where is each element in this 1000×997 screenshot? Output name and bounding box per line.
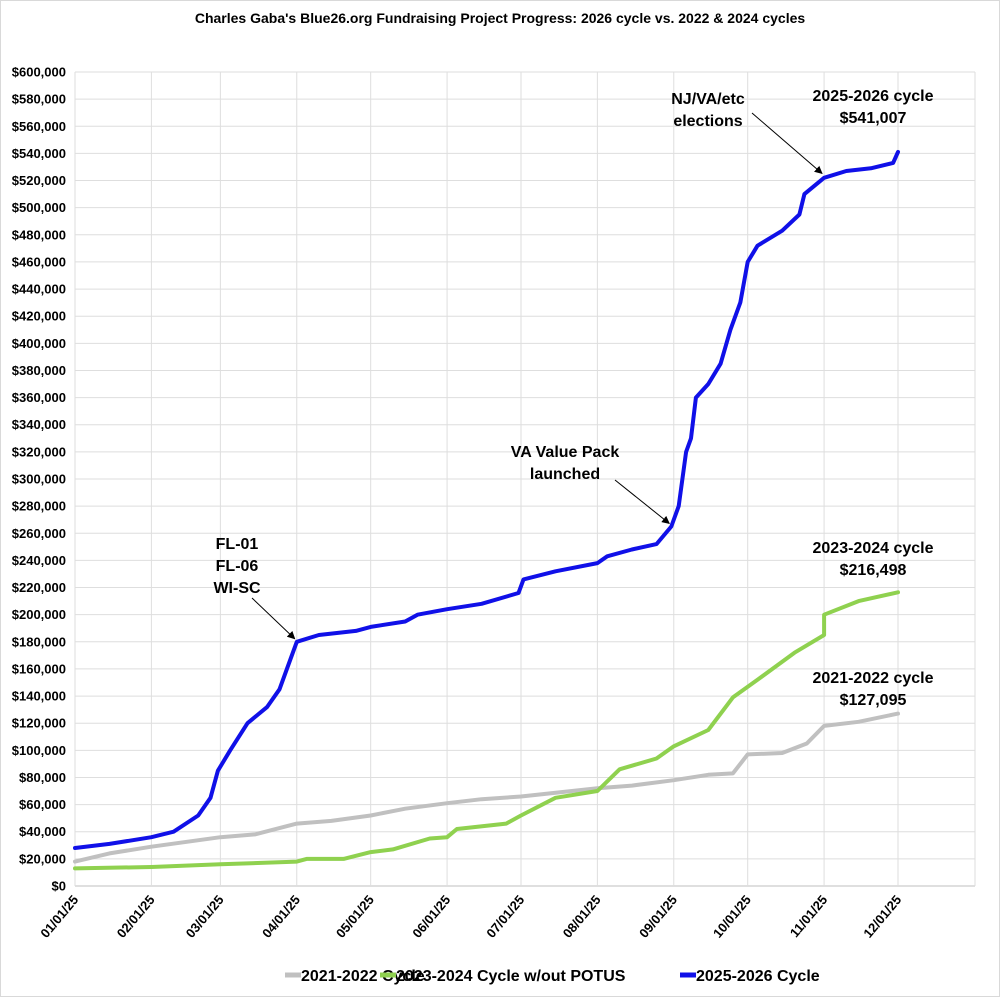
annotation-text: $127,095 (840, 692, 907, 709)
annotation-text: FL-01 (216, 536, 259, 553)
y-tick-label: $160,000 (12, 661, 66, 676)
arrow-icon (751, 112, 823, 174)
y-tick-label: $420,000 (12, 309, 66, 324)
annotation-text: 2021-2022 cycle (813, 670, 934, 687)
y-tick-label: $340,000 (12, 417, 66, 432)
y-tick-label: $0 (52, 879, 66, 894)
y-tick-label: $60,000 (19, 797, 66, 812)
series-line-3 (73, 150, 900, 850)
annotation-text: VA Value Pack (511, 444, 620, 461)
series-line-2 (73, 590, 900, 871)
y-tick-label: $20,000 (19, 851, 66, 866)
y-axis: $0 $20,000 $40,000 $60,000 $80,000 $100,000 $1… (12, 65, 66, 894)
arrow-icon (614, 479, 670, 524)
series-lines (73, 150, 900, 871)
annotation: FL-01 FL-06 WI-SC (213, 536, 296, 640)
annotation-text: 2025-2026 cycle (813, 88, 934, 105)
y-tick-label: $140,000 (12, 689, 66, 704)
annotations: FL-01 FL-06 WI-SC VA Value Pack launched NJ/V… (213, 88, 933, 709)
annotation: 2025-2026 cycle $541,007 (813, 88, 934, 127)
annotation-text: elections (673, 113, 742, 130)
legend-label: 2023-2024 Cycle w/out POTUS (396, 968, 626, 985)
y-tick-label: $400,000 (12, 336, 66, 351)
gridlines (74, 71, 976, 887)
chart-title: Charles Gaba's Blue26.org Fundraising Pr… (195, 10, 806, 26)
y-tick-label: $220,000 (12, 580, 66, 595)
y-tick-label: $480,000 (12, 227, 66, 242)
legend-item: 2023-2024 Cycle w/out POTUS (380, 968, 626, 985)
y-tick-label: $180,000 (12, 634, 66, 649)
annotation: VA Value Pack launched (511, 444, 670, 524)
annotation-text: $541,007 (840, 110, 907, 127)
y-tick-label: $260,000 (12, 526, 66, 541)
y-tick-label: $100,000 (12, 743, 66, 758)
annotation: 2023-2024 cycle $216,498 (813, 540, 934, 579)
y-tick-label: $440,000 (12, 282, 66, 297)
y-tick-label: $120,000 (12, 716, 66, 731)
y-tick-label: $560,000 (12, 119, 66, 134)
y-tick-label: $520,000 (12, 173, 66, 188)
arrow-icon (251, 597, 296, 640)
y-tick-label: $580,000 (12, 92, 66, 107)
annotation-text: launched (530, 466, 600, 483)
y-tick-label: $460,000 (12, 254, 66, 269)
y-tick-label: $320,000 (12, 444, 66, 459)
annotation-text: NJ/VA/etc (671, 91, 745, 108)
annotation: 2021-2022 cycle $127,095 (813, 670, 934, 709)
y-tick-label: $280,000 (12, 499, 66, 514)
series-line-1 (73, 711, 900, 864)
y-tick-label: $500,000 (12, 200, 66, 215)
annotation-text: 2023-2024 cycle (813, 540, 934, 557)
legend-item: 2021-2022 Cycle (285, 968, 425, 985)
annotation: NJ/VA/etc elections (671, 91, 823, 174)
y-tick-label: $200,000 (12, 607, 66, 622)
annotation-text: FL-06 (216, 558, 259, 575)
y-tick-label: $80,000 (19, 770, 66, 785)
annotation-text: $216,498 (840, 562, 907, 579)
y-tick-label: $240,000 (12, 553, 66, 568)
legend-item: 2025-2026 Cycle (680, 968, 820, 985)
y-tick-label: $300,000 (12, 472, 66, 487)
annotation-text: WI-SC (213, 580, 261, 597)
legend-label: 2021-2022 Cycle (301, 968, 425, 985)
y-tick-label: $540,000 (12, 146, 66, 161)
y-tick-label: $600,000 (12, 65, 66, 80)
y-tick-label: $40,000 (19, 824, 66, 839)
y-tick-label: $380,000 (12, 363, 66, 378)
legend-label: 2025-2026 Cycle (696, 968, 820, 985)
y-tick-label: $360,000 (12, 390, 66, 405)
